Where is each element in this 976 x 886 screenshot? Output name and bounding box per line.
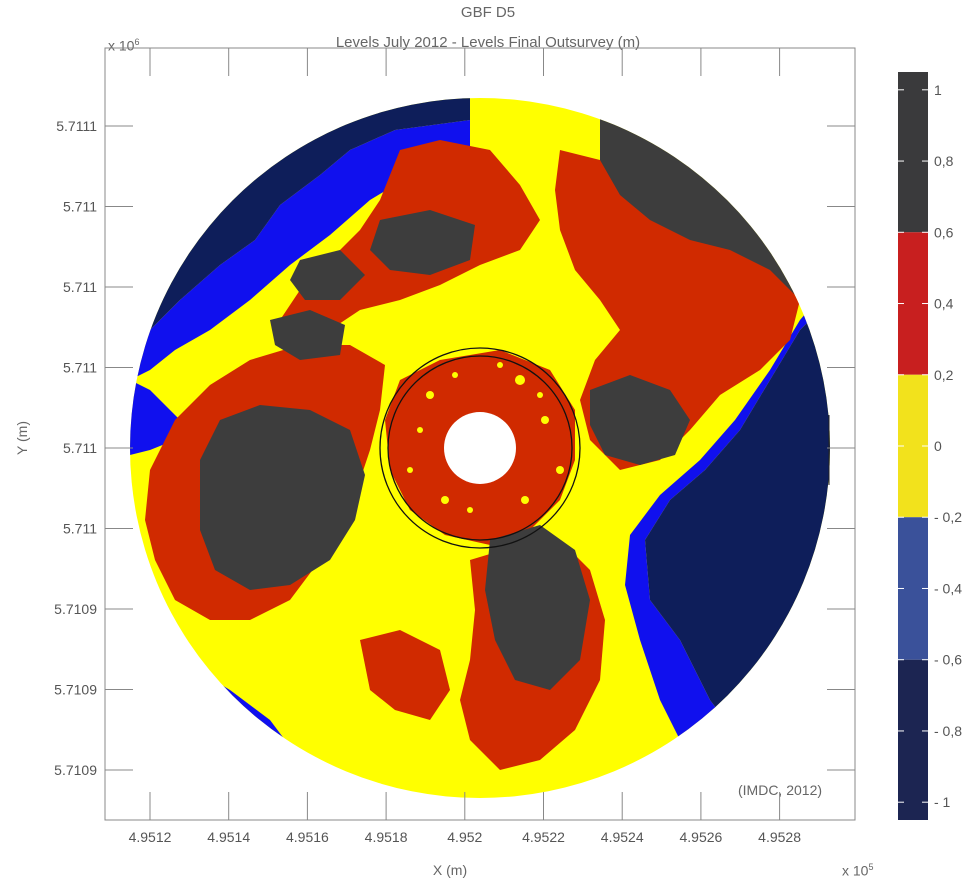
x-axis-label: X (m) bbox=[432, 862, 468, 878]
pile-hole bbox=[444, 412, 516, 484]
x-multiplier-base: x 10 bbox=[842, 862, 869, 879]
colorbar-tick-label: - 0,4 bbox=[934, 580, 962, 596]
y-tick-label: 5.7111 bbox=[56, 118, 97, 134]
region-dark-northwest-blob bbox=[270, 310, 345, 360]
y-tick-label: 5.711 bbox=[63, 521, 97, 537]
speckle-layer bbox=[407, 362, 564, 513]
y-tick-label: 5.7109 bbox=[54, 762, 97, 778]
pile-ring-inner bbox=[387, 355, 573, 541]
region-dark-northwest-strip bbox=[290, 250, 365, 300]
colorbar: 1 0,8 0,6 0,4 0,2 0 - 0,2 - 0,4 - 0,6 - 0,8 - 1 bbox=[898, 72, 962, 820]
colorbar-tick-label: 0 bbox=[934, 438, 942, 454]
colorbar-tick-label: 0,2 bbox=[934, 367, 954, 383]
colorbar-tick-label: - 0,6 bbox=[934, 652, 962, 668]
colorbar-tick-label: 0,8 bbox=[934, 153, 954, 169]
y-tick-label: 5.711 bbox=[63, 440, 97, 456]
x-tick-label: 4.952 bbox=[447, 829, 482, 845]
colorbar-tick-label: 0,6 bbox=[934, 224, 954, 240]
colorbar-band bbox=[898, 72, 928, 233]
y-multiplier-base: x 10 bbox=[108, 37, 135, 54]
plot-frame bbox=[104, 47, 856, 821]
colorbar-band bbox=[898, 659, 928, 820]
colorbar-tick-label: 1 bbox=[934, 82, 942, 98]
region-dark-west bbox=[200, 405, 365, 590]
x-tick-label: 4.9516 bbox=[286, 829, 329, 845]
pile-ring-outer bbox=[379, 347, 581, 549]
colorbar-tick-label: - 0,8 bbox=[934, 723, 962, 739]
x-multiplier-exponent: 5 bbox=[868, 862, 874, 872]
x-tick-label: 4.9514 bbox=[207, 829, 250, 845]
x-tick-label: 4.9526 bbox=[679, 829, 722, 845]
colorbar-tick-label: 0,4 bbox=[934, 296, 954, 312]
y-tick-label: 5.7109 bbox=[54, 682, 97, 698]
x-axis-ticks: 4.9512 4.9514 4.9516 4.9518 4.952 4.9522 4.952… bbox=[129, 48, 801, 845]
x-tick-label: 4.9524 bbox=[601, 829, 644, 845]
source-annotation: (IMDC, 2012) bbox=[738, 782, 823, 798]
region-dark-south bbox=[485, 525, 590, 690]
y-tick-label: 5.7109 bbox=[54, 601, 97, 617]
x-tick-label: 4.9522 bbox=[522, 829, 565, 845]
colorbar-tick-label: - 0,2 bbox=[934, 509, 962, 525]
y-axis-ticks: 5.7111 5.711 5.711 5.711 5.711 5.711 5.7109 5.7… bbox=[54, 118, 855, 778]
chart-subtitle: Levels July 2012 - Levels Final Outsurve… bbox=[335, 34, 641, 51]
region-red-southwest bbox=[360, 630, 450, 720]
y-tick-label: 5.711 bbox=[63, 360, 97, 376]
x-tick-label: 4.9528 bbox=[758, 829, 801, 845]
chart-title: GBF D5 bbox=[460, 4, 516, 21]
y-multiplier-exponent: 6 bbox=[134, 37, 140, 47]
x-tick-label: 4.9518 bbox=[365, 829, 408, 845]
x-tick-label: 4.9512 bbox=[129, 829, 172, 845]
region-dark-north bbox=[370, 210, 475, 275]
x-axis-multiplier: x 105 bbox=[842, 862, 873, 879]
colorbar-tick-label: - 1 bbox=[934, 794, 951, 810]
y-tick-label: 5.711 bbox=[63, 199, 97, 215]
y-tick-label: 5.711 bbox=[63, 279, 97, 295]
region-blue-northwest-edge bbox=[130, 120, 470, 380]
region-blue-east-fringe bbox=[625, 285, 830, 798]
y-axis-multiplier: x 106 bbox=[108, 37, 139, 54]
region-dark-east bbox=[590, 375, 690, 465]
